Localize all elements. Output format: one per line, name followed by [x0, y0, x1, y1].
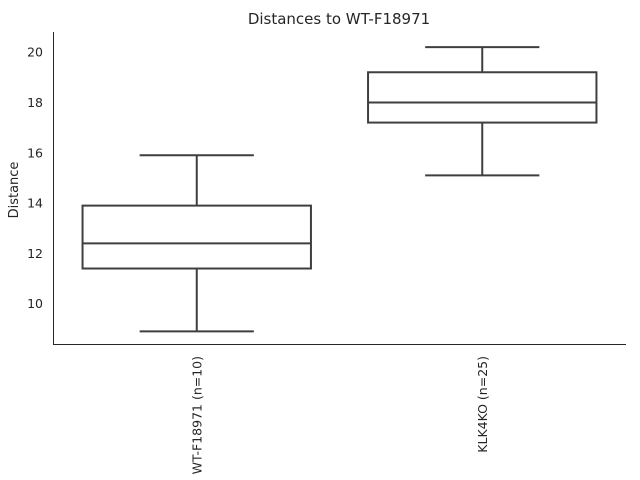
y-tick-label: 16: [27, 145, 43, 160]
y-tick-label: 14: [27, 196, 43, 211]
x-tick-label: KLK4KO (n=25): [475, 356, 490, 453]
iqr-box: [81, 204, 312, 270]
y-tick-label: 18: [27, 95, 43, 110]
x-tick-label: WT-F18971 (n=10): [189, 356, 204, 474]
y-axis-ticks: 10 12 14 16 18 20: [27, 45, 43, 312]
x-axis-ticks: WT-F18971 (n=10) KLK4KO (n=25): [189, 356, 490, 474]
box-group: [81, 154, 312, 333]
box-series: [81, 46, 598, 333]
y-tick-label: 10: [27, 296, 43, 311]
chart-title: Distances to WT-F18971: [248, 10, 430, 28]
box-group: [367, 46, 598, 177]
iqr-box: [367, 71, 598, 124]
y-axis-label: Distance: [7, 162, 22, 219]
y-tick-label: 12: [27, 246, 43, 261]
y-tick-label: 20: [27, 45, 43, 60]
